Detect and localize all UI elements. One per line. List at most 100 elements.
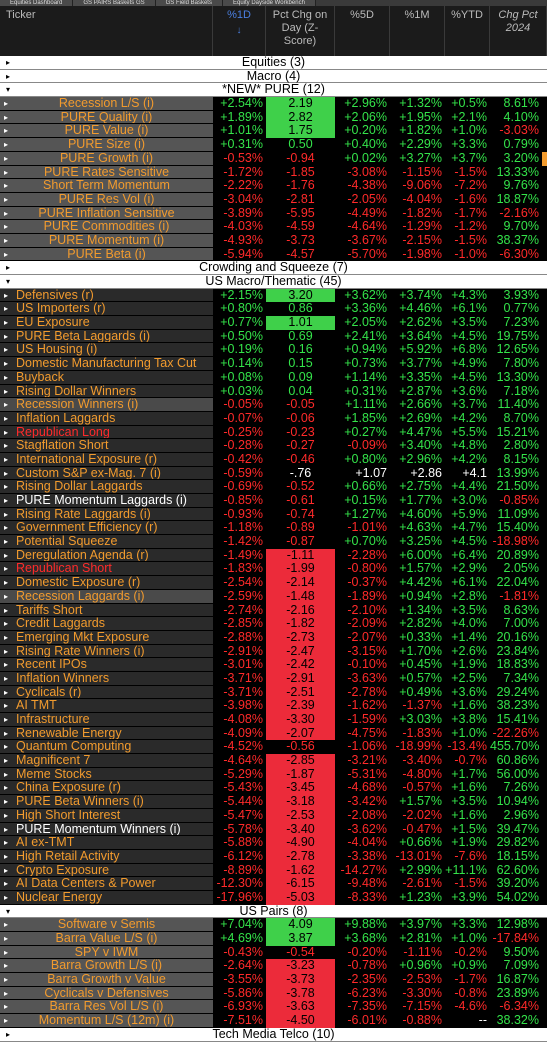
- row-expand-icon[interactable]: ▸: [4, 523, 9, 533]
- table-row[interactable]: ▸ Defensives (r) +2.15% 3.20 +3.62% +3.74% +4.…: [0, 288, 547, 303]
- group-header[interactable]: ▸ Crowding and Squeeze (7): [0, 261, 547, 275]
- table-row[interactable]: ▸ Momentum L/S (12m) (i) -7.51% -4.50 -6.01%…: [0, 1014, 547, 1028]
- row-expand-icon[interactable]: ▸: [4, 619, 9, 629]
- row-name[interactable]: ▸ Custom S&P ex-Mag. 7 (i): [0, 466, 213, 481]
- row-expand-icon[interactable]: ▸: [4, 372, 9, 382]
- row-expand-icon[interactable]: ▸: [4, 537, 9, 547]
- table-row[interactable]: ▸ Republican Long -0.25% -0.23 +0.27% +4.47% +…: [0, 425, 547, 440]
- row-name[interactable]: ▸ Infrastructure: [0, 713, 213, 727]
- row-name[interactable]: ▸ PURE Commodities (i): [0, 220, 213, 234]
- row-expand-icon[interactable]: ▸: [4, 701, 9, 711]
- table-row[interactable]: ▸ PURE Beta (i) -5.94% -4.57 -5.70% -1.98% -1.…: [0, 247, 547, 262]
- row-name[interactable]: ▸ Rising Rate Winners (i): [0, 644, 213, 659]
- row-expand-icon[interactable]: ▸: [4, 660, 9, 670]
- row-expand-icon[interactable]: ▸: [4, 400, 9, 410]
- row-expand-icon[interactable]: ▸: [4, 742, 9, 752]
- row-expand-icon[interactable]: ▸: [4, 646, 9, 656]
- row-expand-icon[interactable]: ▸: [4, 975, 9, 985]
- row-name[interactable]: ▸ Potential Squeeze: [0, 535, 213, 549]
- group-header[interactable]: ▸ Macro (4): [0, 69, 547, 84]
- table-row[interactable]: ▸ Recession Winners (i) -0.05% -0.05 +1.11% +…: [0, 398, 547, 412]
- table-row[interactable]: ▸ Deregulation Agenda (r) -1.49% -1.11 -2.28…: [0, 548, 547, 563]
- table-row[interactable]: ▸ PURE Res Vol (i) -3.04% -2.81 -2.05% -4.04%…: [0, 192, 547, 207]
- table-row[interactable]: ▸ PURE Size (i) +0.31% 0.50 +0.40% +2.29% +3.3…: [0, 138, 547, 152]
- row-name[interactable]: ▸ Tariffs Short: [0, 603, 213, 618]
- row-expand-icon[interactable]: ▸: [4, 687, 9, 697]
- table-row[interactable]: ▸ Credit Laggards -2.85% -1.82 -2.09% +2.82% +…: [0, 617, 547, 631]
- group-header[interactable]: ▸ Equities (3): [0, 55, 547, 70]
- row-name[interactable]: ▸ Short Term Momentum: [0, 179, 213, 193]
- table-row[interactable]: ▸ Inflation Winners -3.71% -2.91 -3.63% +0.57…: [0, 671, 547, 686]
- table-row[interactable]: ▸ Rising Rate Laggards (i) -0.93% -0.74 +1.2…: [0, 507, 547, 522]
- row-name[interactable]: ▸ Domestic Manufacturing Tax Cut: [0, 357, 213, 371]
- row-expand-icon[interactable]: ▸: [4, 934, 9, 943]
- table-row[interactable]: ▸ SPY v IWM -0.43% -0.54 -0.20% -1.11% -0.2% 9.…: [0, 945, 547, 960]
- row-name[interactable]: ▸ Magnificent 7: [0, 754, 213, 768]
- row-name[interactable]: ▸ US Importers (r): [0, 302, 213, 317]
- table-row[interactable]: ▸ Recession Laggards (i) -2.59% -1.48 -1.89%…: [0, 589, 547, 604]
- table-row[interactable]: ▸ AI Data Centers & Power -12.30% -6.15 -9.4…: [0, 877, 547, 891]
- row-name[interactable]: ▸ Momentum L/S (12m) (i): [0, 1014, 213, 1028]
- table-row[interactable]: ▸ Tariffs Short -2.74% -2.16 -2.10% +1.34% +3.…: [0, 603, 547, 618]
- table-row[interactable]: ▸ International Exposure (r) -0.42% -0.46 +0…: [0, 452, 547, 467]
- table-row[interactable]: ▸ Crypto Exposure -8.89% -1.62 -14.27% +2.99%…: [0, 863, 547, 878]
- row-name[interactable]: ▸ PURE Rates Sensitive: [0, 165, 213, 180]
- table-row[interactable]: ▸ PURE Momentum Winners (i) -5.78% -3.40 -3.…: [0, 822, 547, 837]
- row-expand-icon[interactable]: ▸: [4, 304, 9, 314]
- table-row[interactable]: ▸ US Importers (r) +0.80% 0.86 +3.36% +4.46% +…: [0, 302, 547, 317]
- row-expand-icon[interactable]: ▸: [4, 345, 9, 355]
- row-name[interactable]: ▸ Emerging Mkt Exposure: [0, 630, 213, 645]
- row-name[interactable]: ▸ AI ex-TMT: [0, 836, 213, 850]
- row-name[interactable]: ▸ Rising Dollar Winners: [0, 384, 213, 399]
- table-row[interactable]: ▸ Renewable Energy -4.09% -2.07 -4.75% -1.83%…: [0, 726, 547, 741]
- row-expand-icon[interactable]: ▸: [4, 632, 9, 642]
- row-expand-icon[interactable]: ▸: [4, 550, 9, 560]
- collapse-arrow-icon[interactable]: ▾: [6, 906, 11, 916]
- row-name[interactable]: ▸ Barra Growth v Value: [0, 973, 213, 987]
- row-name[interactable]: ▸ Inflation Laggards: [0, 411, 213, 426]
- row-expand-icon[interactable]: ▸: [4, 496, 9, 505]
- table-row[interactable]: ▸ Quantum Computing -4.52% -0.56 -1.06% -18.9…: [0, 740, 547, 755]
- row-expand-icon[interactable]: ▸: [4, 578, 9, 588]
- row-name[interactable]: ▸ Deregulation Agenda (r): [0, 548, 213, 563]
- table-row[interactable]: ▸ Domestic Manufacturing Tax Cut +0.14% 0.1…: [0, 357, 547, 371]
- row-expand-icon[interactable]: ▸: [4, 181, 9, 191]
- row-expand-icon[interactable]: ▸: [4, 892, 9, 902]
- row-name[interactable]: ▸ Recession L/S (i): [0, 97, 213, 111]
- row-name[interactable]: ▸ Renewable Energy: [0, 726, 213, 741]
- column-header-chg-pct-2024[interactable]: Chg Pct 2024: [490, 6, 547, 56]
- row-expand-icon[interactable]: ▸: [4, 961, 9, 971]
- row-expand-icon[interactable]: ▸: [4, 386, 9, 396]
- row-expand-icon[interactable]: ▸: [4, 947, 9, 957]
- row-expand-icon[interactable]: ▸: [4, 1002, 9, 1012]
- row-expand-icon[interactable]: ▸: [4, 427, 9, 437]
- table-row[interactable]: ▸ PURE Commodities (i) -4.03% -4.59 -4.64% -1…: [0, 220, 547, 234]
- row-expand-icon[interactable]: ▸: [4, 468, 9, 478]
- row-name[interactable]: ▸ Cyclicals (r): [0, 685, 213, 700]
- collapse-arrow-icon[interactable]: ▾: [6, 277, 11, 286]
- table-row[interactable]: ▸ Rising Dollar Winners +0.03% 0.04 +0.31% +2…: [0, 384, 547, 399]
- table-row[interactable]: ▸ China Exposure (r) -5.43% -3.45 -4.68% -0.5…: [0, 781, 547, 796]
- row-expand-icon[interactable]: ▸: [4, 509, 9, 519]
- row-name[interactable]: ▸ Republican Short: [0, 562, 213, 577]
- row-name[interactable]: ▸ Credit Laggards: [0, 617, 213, 631]
- row-expand-icon[interactable]: ▸: [4, 988, 9, 998]
- row-expand-icon[interactable]: ▸: [4, 153, 9, 163]
- table-row[interactable]: ▸ Republican Short -1.83% -1.99 -0.80% +1.57%…: [0, 562, 547, 577]
- table-row[interactable]: ▸ High Retail Activity -6.12% -2.78 -3.38% -1…: [0, 849, 547, 864]
- column-header-zscore[interactable]: Pct Chg on Day (Z- Score): [266, 6, 335, 56]
- table-row[interactable]: ▸ PURE Rates Sensitive -1.72% -1.85 -3.08% -1…: [0, 165, 547, 180]
- row-expand-icon[interactable]: ▸: [4, 140, 9, 150]
- table-row[interactable]: ▸ PURE Momentum (i) -4.93% -3.73 -3.67% -2.15…: [0, 233, 547, 248]
- row-name[interactable]: ▸ PURE Momentum Winners (i): [0, 822, 213, 837]
- row-name[interactable]: ▸ PURE Growth (i): [0, 151, 213, 166]
- row-expand-icon[interactable]: ▸: [4, 783, 9, 793]
- row-expand-icon[interactable]: ▸: [4, 879, 9, 889]
- table-row[interactable]: ▸ Inflation Laggards -0.07% -0.06 +1.85% +2.6…: [0, 411, 547, 426]
- table-row[interactable]: ▸ Cyclicals (r) -3.71% -2.51 -2.78% +0.49% +3.…: [0, 685, 547, 700]
- row-name[interactable]: ▸ China Exposure (r): [0, 781, 213, 796]
- table-row[interactable]: ▸ Rising Dollar Laggards -0.69% -0.52 +0.66%…: [0, 480, 547, 494]
- table-row[interactable]: ▸ Infrastructure -4.08% -3.30 -1.59% +3.03% +3…: [0, 713, 547, 727]
- row-name[interactable]: ▸ PURE Momentum (i): [0, 233, 213, 248]
- row-name[interactable]: ▸ PURE Beta (i): [0, 247, 213, 262]
